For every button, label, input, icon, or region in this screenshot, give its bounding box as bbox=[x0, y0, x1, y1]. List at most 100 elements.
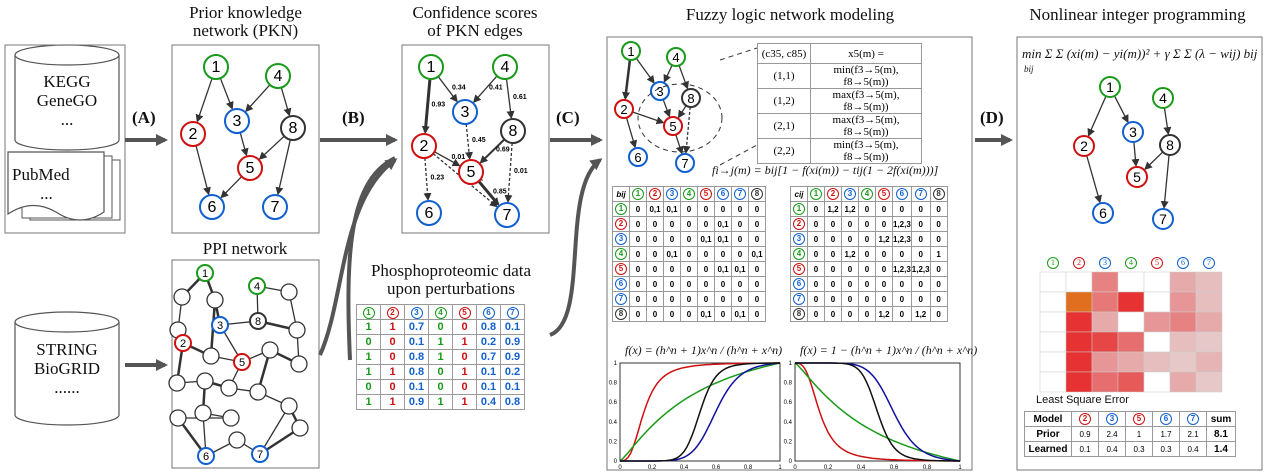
matrix-cell: 0,1 bbox=[663, 246, 681, 262]
matrix-cell: 0 bbox=[629, 291, 647, 307]
matrix-cell: 0 bbox=[697, 201, 715, 217]
node-label: 2 bbox=[189, 126, 198, 143]
matrix-cell: 0 bbox=[646, 291, 664, 307]
ppi-node bbox=[280, 397, 298, 415]
x-tick: 0.2 bbox=[824, 465, 833, 471]
hill-curve bbox=[620, 362, 780, 462]
matrix-col-header: 8 bbox=[748, 186, 766, 202]
matrix-cell: 0,1 bbox=[714, 231, 732, 247]
matrix-cell: 0 bbox=[629, 201, 647, 217]
edge bbox=[421, 78, 432, 135]
lse-row: Prior 0.9 2.4 1 1.7 2.1 8.1 bbox=[1024, 426, 1236, 442]
lse-cell: 2.1 bbox=[1179, 426, 1207, 442]
ppi-node bbox=[173, 288, 191, 306]
phospho-cell: 0.1 bbox=[476, 364, 501, 380]
node-badge: 2 bbox=[827, 188, 839, 200]
edge-score: 0.01 bbox=[514, 168, 528, 175]
node-4 bbox=[265, 63, 291, 89]
edge-score: 0.01 bbox=[452, 154, 466, 161]
db3-ellipsis: ...... bbox=[54, 378, 80, 397]
conf-title-line1: Confidence scores bbox=[412, 3, 538, 22]
node-label: 5 bbox=[1133, 169, 1141, 185]
matrix-cell: 1,2 bbox=[841, 246, 859, 262]
db2-ellipsis: ... bbox=[40, 184, 53, 203]
db2-label: PubMed ... bbox=[8, 165, 102, 203]
matrix-cell: 0 bbox=[731, 216, 749, 232]
node-label: 3 bbox=[1129, 124, 1137, 140]
matrix-cell: 1,2,3 bbox=[892, 261, 912, 277]
phospho-cell: 0 bbox=[380, 334, 405, 350]
phospho-cell: 0.8 bbox=[500, 394, 525, 410]
matrix-cell: 0,1 bbox=[697, 306, 715, 322]
edge bbox=[682, 106, 691, 155]
matrix-row: 4 0 0 1,2 0 0 0 0 1 bbox=[790, 246, 948, 262]
heatmap-cell bbox=[1143, 271, 1171, 293]
heatmap-cell bbox=[1143, 351, 1171, 373]
objective-subscript: bij bbox=[1024, 64, 1034, 74]
matrix-cell: 0 bbox=[748, 291, 766, 307]
phospho-cell: 0.1 bbox=[476, 379, 501, 395]
lse-cell: Learned bbox=[1024, 441, 1072, 457]
edge bbox=[1086, 155, 1102, 204]
matrix-cell: 0 bbox=[910, 246, 931, 262]
node-badge: 5 bbox=[1151, 257, 1163, 269]
node-badge: 4 bbox=[683, 188, 695, 200]
lse-cell: 2.4 bbox=[1098, 426, 1126, 442]
matrix-cell: 0 bbox=[629, 216, 647, 232]
matrix-cell: 0 bbox=[629, 276, 647, 292]
matrix-cell: 0 bbox=[929, 306, 948, 322]
edge bbox=[663, 64, 673, 83]
matrix-cell: 0 bbox=[748, 276, 766, 292]
heatmap-cell bbox=[1169, 331, 1197, 353]
matrix-cell: 0 bbox=[731, 276, 749, 292]
edge bbox=[437, 76, 458, 103]
node-badge: 5 bbox=[615, 263, 627, 275]
node-label: 2 bbox=[620, 102, 627, 117]
matrix-cell: 1 bbox=[929, 246, 948, 262]
ppi-node bbox=[288, 321, 306, 339]
matrix-row-header: 5 bbox=[790, 261, 808, 277]
node-badge: 5 bbox=[458, 306, 471, 319]
y-tick: 0.8 bbox=[784, 381, 793, 387]
x-tick: 0 bbox=[793, 465, 797, 471]
node-badge: 3 bbox=[1106, 413, 1118, 425]
db3-label: STRING BioGRID ...... bbox=[20, 340, 114, 397]
ppi-node-2 bbox=[174, 334, 192, 352]
matrix-cell: 0,1 bbox=[731, 261, 749, 277]
matrix-label: cij bbox=[790, 186, 808, 202]
node-8 bbox=[681, 88, 701, 108]
node-5 bbox=[1126, 166, 1148, 188]
matrix-cell: 0 bbox=[731, 291, 749, 307]
phospho-cell: 1 bbox=[356, 364, 381, 380]
node-7 bbox=[675, 153, 695, 173]
heatmap-cell bbox=[1091, 371, 1119, 393]
node-label: 6 bbox=[425, 205, 434, 222]
node-label: 1 bbox=[627, 44, 634, 59]
rule-cell: max(f3→5(m), f8→5(m)) bbox=[810, 88, 922, 114]
heatmap-cell bbox=[1117, 291, 1145, 313]
x-tick: 0.4 bbox=[857, 465, 866, 471]
matrix-cell: 0 bbox=[824, 261, 842, 277]
node-8 bbox=[1159, 134, 1181, 156]
matrix-cell: 0 bbox=[748, 261, 766, 277]
matrix-cell: 0 bbox=[807, 231, 825, 247]
node-2 bbox=[180, 121, 206, 147]
edge bbox=[677, 105, 687, 119]
heatmap-cell bbox=[1117, 311, 1145, 333]
node-badge: 3 bbox=[666, 188, 678, 200]
lse-cell: 8.1 bbox=[1206, 426, 1236, 442]
c-matrix: cij 1 2 3 4 5 6 7 8 1 0 1,2 1,2 0 0 0 0 0 2 0 0 0 0 0 1,2,3 0 0 3 0 0… bbox=[790, 186, 948, 322]
node-badge: 1 bbox=[810, 188, 822, 200]
matrix-cell: 0 bbox=[875, 276, 893, 292]
node-badge: 1 bbox=[615, 203, 627, 215]
phospho-row: 1 1 0.7 0 0 0.8 0.1 bbox=[356, 319, 525, 335]
phospho-cell: 0 bbox=[356, 334, 381, 350]
ppi-node-label: 1 bbox=[202, 268, 208, 280]
edge-score: 0.41 bbox=[489, 85, 503, 92]
ppi-node bbox=[290, 355, 308, 373]
matrix-cell: 0 bbox=[841, 261, 859, 277]
ppi-box bbox=[171, 259, 320, 469]
node-badge: 4 bbox=[793, 248, 805, 260]
matrix-col-header: 3 bbox=[663, 186, 681, 202]
heatmap-cell bbox=[1169, 271, 1197, 293]
